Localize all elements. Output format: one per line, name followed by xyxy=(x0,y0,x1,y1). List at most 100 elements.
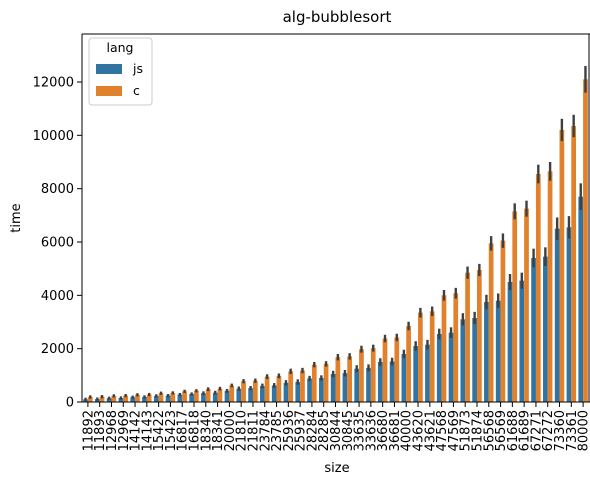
bar-js-43621 xyxy=(425,344,430,402)
x-tick-label: 14142 xyxy=(129,410,144,451)
legend-swatch-c xyxy=(96,86,122,96)
bar-c-51873 xyxy=(465,272,470,402)
x-tick-label: 25936 xyxy=(282,410,297,451)
bar-js-16818 xyxy=(189,394,195,402)
legend-label-c: c xyxy=(133,83,140,98)
bar-c-33635 xyxy=(359,349,364,402)
legend-label-js: js xyxy=(132,61,143,76)
y-tick-label: 4000 xyxy=(41,289,74,304)
y-tick-label: 6000 xyxy=(41,236,74,251)
x-tick-label: 14143 xyxy=(140,410,155,451)
bar-js-47568 xyxy=(436,334,442,402)
bar-c-20000 xyxy=(229,385,235,402)
x-tick-label: 73360 xyxy=(553,410,568,451)
bar-c-28285 xyxy=(323,363,329,402)
bar-c-28284 xyxy=(311,364,317,402)
bar-js-20000 xyxy=(224,390,230,402)
bar-c-47568 xyxy=(441,295,447,402)
bar-js-36680 xyxy=(377,362,383,402)
bar-js-56569 xyxy=(495,300,501,402)
x-tick-label: 61688 xyxy=(506,410,521,451)
bar-js-18340 xyxy=(201,393,206,402)
x-tick-label: 18341 xyxy=(211,410,226,451)
x-tick-label: 16817 xyxy=(176,410,191,451)
x-tick-label: 12968 xyxy=(105,410,120,451)
bar-js-12969 xyxy=(118,398,124,402)
bars-layer xyxy=(83,66,588,402)
x-tick-label: 21810 xyxy=(235,410,250,451)
x-tick-label: 30845 xyxy=(341,410,356,451)
bar-c-67271 xyxy=(535,174,541,402)
x-tick-label: 28285 xyxy=(317,410,332,451)
x-tick-label: 36680 xyxy=(376,410,391,451)
bar-c-61688 xyxy=(512,211,518,402)
x-tick-label: 23785 xyxy=(270,410,285,451)
bar-js-25937 xyxy=(295,382,301,402)
bar-js-33636 xyxy=(366,367,371,402)
legend: lang js c xyxy=(88,37,153,106)
bar-c-25936 xyxy=(288,371,294,402)
bar-c-12968 xyxy=(111,395,117,402)
bar-c-11892 xyxy=(87,396,93,402)
bar-c-36681 xyxy=(394,337,400,402)
bar-c-30845 xyxy=(347,356,353,402)
x-tick-label: 11892 xyxy=(81,410,96,451)
x-tick-label: 12969 xyxy=(117,410,132,451)
bar-js-51873 xyxy=(460,319,466,402)
x-tick-label: 51873 xyxy=(459,410,474,451)
x-tick-label: 15422 xyxy=(152,410,167,451)
bar-c-14143 xyxy=(146,394,152,402)
bar-c-18341 xyxy=(217,388,223,402)
x-tick-label: 25937 xyxy=(294,410,309,451)
x-tick-label: 80000 xyxy=(577,410,590,451)
x-tick-label: 18340 xyxy=(199,410,214,451)
bar-js-40000 xyxy=(401,354,407,402)
bar-js-15422 xyxy=(153,395,159,402)
bar-c-25937 xyxy=(300,370,305,402)
bar-c-40000 xyxy=(406,326,411,402)
bar-js-36681 xyxy=(389,361,395,402)
x-tick-label: 21811 xyxy=(246,410,261,451)
bar-js-73361 xyxy=(566,227,572,402)
bar-c-14142 xyxy=(135,394,140,402)
bar-js-23784 xyxy=(260,386,265,402)
bar-js-67271 xyxy=(531,258,536,402)
bar-js-61688 xyxy=(507,282,513,402)
bar-c-16817 xyxy=(182,391,187,402)
bar-js-61689 xyxy=(519,280,525,402)
bar-c-80000 xyxy=(583,79,588,402)
bar-c-11893 xyxy=(99,396,105,402)
bar-c-36680 xyxy=(382,338,388,402)
x-tick-label: 23784 xyxy=(258,410,273,451)
bar-c-30844 xyxy=(335,357,341,402)
bar-c-73360 xyxy=(559,130,565,402)
bar-c-15423 xyxy=(170,392,176,402)
y-tick-label: 12000 xyxy=(33,76,74,91)
bar-c-21811 xyxy=(252,380,258,402)
bar-js-30845 xyxy=(342,373,348,402)
x-tick-label: 40000 xyxy=(400,410,415,451)
bar-js-51874 xyxy=(472,318,477,402)
bar-c-23785 xyxy=(276,375,282,402)
x-tick-label: 11893 xyxy=(93,410,108,451)
y-tick-label: 2000 xyxy=(41,342,74,357)
bar-js-18341 xyxy=(212,392,218,402)
x-tick-label: 67272 xyxy=(541,410,556,451)
bar-c-43621 xyxy=(429,311,435,402)
bar-js-30844 xyxy=(330,374,336,402)
bar-js-14142 xyxy=(130,397,136,402)
x-tick-label: 28284 xyxy=(305,410,320,451)
x-axis-title: size xyxy=(324,461,349,476)
legend-swatch-js xyxy=(96,64,122,74)
chart-title: alg-bubblesort xyxy=(283,8,392,26)
y-axis-title: time xyxy=(9,203,24,232)
y-tick-label: 8000 xyxy=(41,182,74,197)
bar-js-23785 xyxy=(271,385,277,402)
bar-c-12969 xyxy=(123,395,128,402)
bar-js-28284 xyxy=(307,378,312,402)
x-tick-label: 56568 xyxy=(482,410,497,451)
bar-c-15422 xyxy=(158,393,164,402)
bar-js-16817 xyxy=(177,394,183,402)
x-tick-label: 47569 xyxy=(447,410,462,451)
